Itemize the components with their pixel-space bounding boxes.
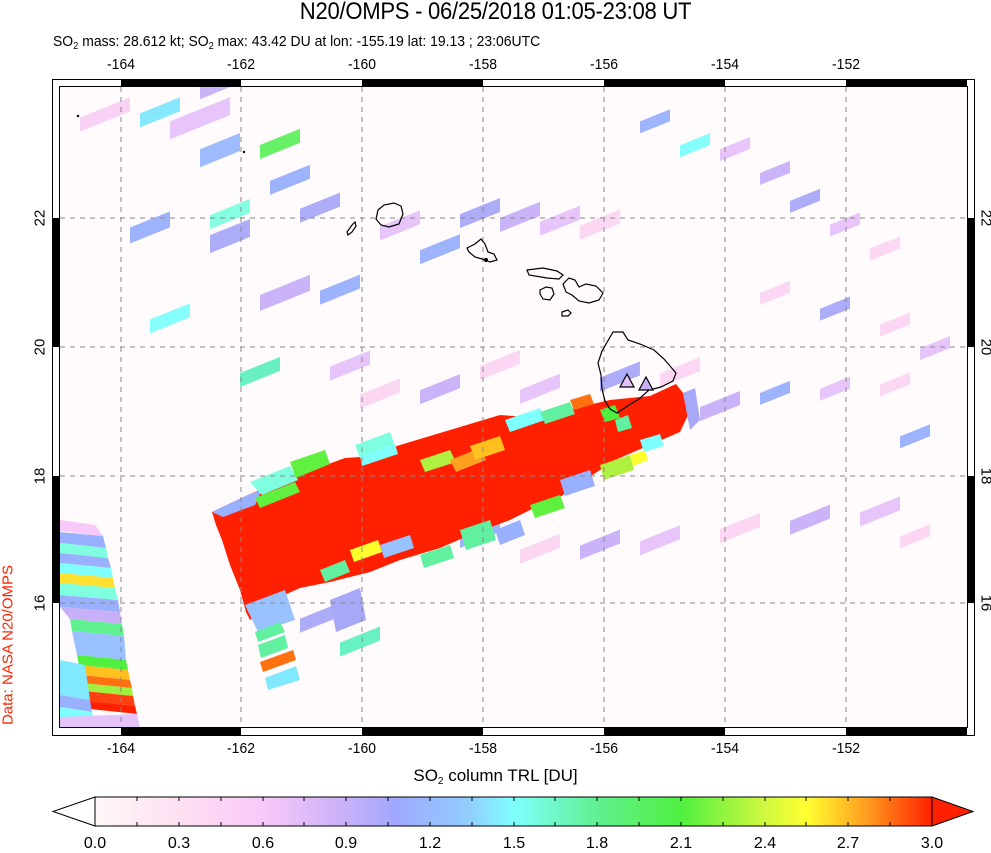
lon-tick-bottom: -164 [107, 740, 135, 757]
west-swath [60, 520, 140, 727]
lon-tick-bottom: -160 [348, 740, 376, 757]
colorbar-tick: 0.0 [83, 835, 107, 852]
colorbar-tick: 2.1 [669, 835, 693, 852]
kauai-outline [375, 202, 404, 228]
so2-field [60, 87, 967, 727]
volcano-triangle-icon [618, 372, 636, 388]
volcano-triangle-icon [637, 375, 655, 391]
map-title: N20/OMPS - 06/25/2018 01:05-23:08 UT [299, 0, 692, 25]
oahu-outline [466, 238, 498, 263]
lon-tick-top: -154 [711, 56, 739, 73]
lon-tick-bottom: -156 [590, 740, 618, 757]
maui-outline [562, 277, 604, 304]
molokai-outline [526, 267, 564, 280]
colorbar-tick: 0.6 [251, 835, 275, 852]
lon-tick-top: -158 [469, 56, 497, 73]
niihau-outline [346, 220, 357, 236]
so2-plume [212, 384, 700, 690]
colorbar-tick: 1.5 [502, 835, 526, 852]
kahoolawe-outline [561, 309, 572, 317]
graticule [60, 87, 967, 727]
coastlines [346, 202, 677, 414]
colorbar-title: SO2 column TRL [DU] [413, 766, 578, 787]
colorbar-tick: 1.2 [418, 835, 442, 852]
colorbar-gradient [94, 796, 933, 827]
lon-tick-top: -152 [832, 56, 860, 73]
colorbar-over-arrow [931, 796, 975, 827]
hawaii-big-island-outline [597, 331, 677, 414]
colorbar-tick: 2.4 [753, 835, 777, 852]
lon-tick-bottom: -158 [469, 740, 497, 757]
map-frame-inner [59, 86, 968, 728]
lanai-outline [539, 286, 555, 301]
lon-tick-top: -162 [227, 56, 255, 73]
lon-tick-bottom: -152 [832, 740, 860, 757]
lon-tick-top: -156 [590, 56, 618, 73]
lon-tick-top: -160 [348, 56, 376, 73]
lon-tick-bottom: -162 [227, 740, 255, 757]
lon-tick-bottom: -154 [711, 740, 739, 757]
so2-summary: SO2 mass: 28.612 kt; SO2 max: 43.42 DU a… [53, 33, 541, 52]
colorbar-tick: 1.8 [585, 835, 609, 852]
colorbar [51, 796, 975, 827]
lon-tick-top: -164 [107, 56, 135, 73]
colorbar-tick: 2.7 [836, 835, 860, 852]
frame-bars [53, 80, 974, 735]
colorbar-tick: 3.0 [920, 835, 944, 852]
colorbar-tick: 0.3 [167, 835, 191, 852]
colorbar-under-arrow [51, 796, 96, 827]
colorbar-tick: 0.9 [334, 835, 358, 852]
